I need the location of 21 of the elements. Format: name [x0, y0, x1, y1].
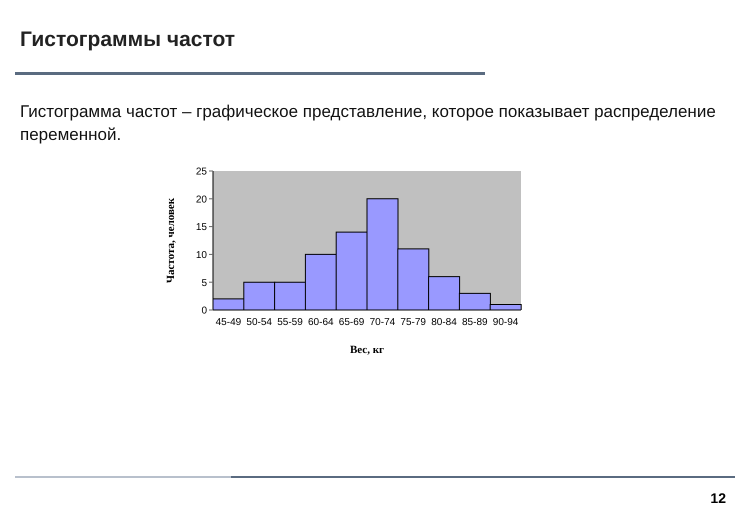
y-tick-label: 10 — [196, 250, 208, 261]
x-tick-label: 85-89 — [462, 317, 488, 328]
x-tick-label: 75-79 — [400, 317, 426, 328]
y-axis-title: Частота, человек — [164, 197, 177, 284]
y-tick-label: 20 — [196, 194, 208, 206]
x-tick-label: 55-59 — [277, 317, 304, 328]
text: 12 — [710, 490, 726, 506]
y-tick-label: 5 — [201, 278, 208, 289]
y-tick-label: 25 — [196, 166, 208, 178]
x-tick-label: 65-69 — [338, 317, 365, 328]
x-tick-label: 70-74 — [370, 317, 396, 328]
x-tick-label: 50-54 — [246, 317, 272, 328]
x-tick-label: 60-64 — [308, 317, 334, 328]
chart-title: Гистограммы частот — [20, 28, 236, 52]
x-tick-label: 80-84 — [431, 317, 458, 328]
x-tick-label: 45-49 — [216, 317, 242, 328]
chart-subtitle: Гистограмма частот – графическое представление, которое показывает распределение переменной. — [20, 101, 717, 146]
x-tick-label: 90-94 — [492, 317, 519, 328]
y-tick-label: 15 — [196, 222, 208, 234]
x-axis-title: Вес, кг — [350, 344, 384, 356]
y-tick-label: 0 — [201, 306, 208, 317]
